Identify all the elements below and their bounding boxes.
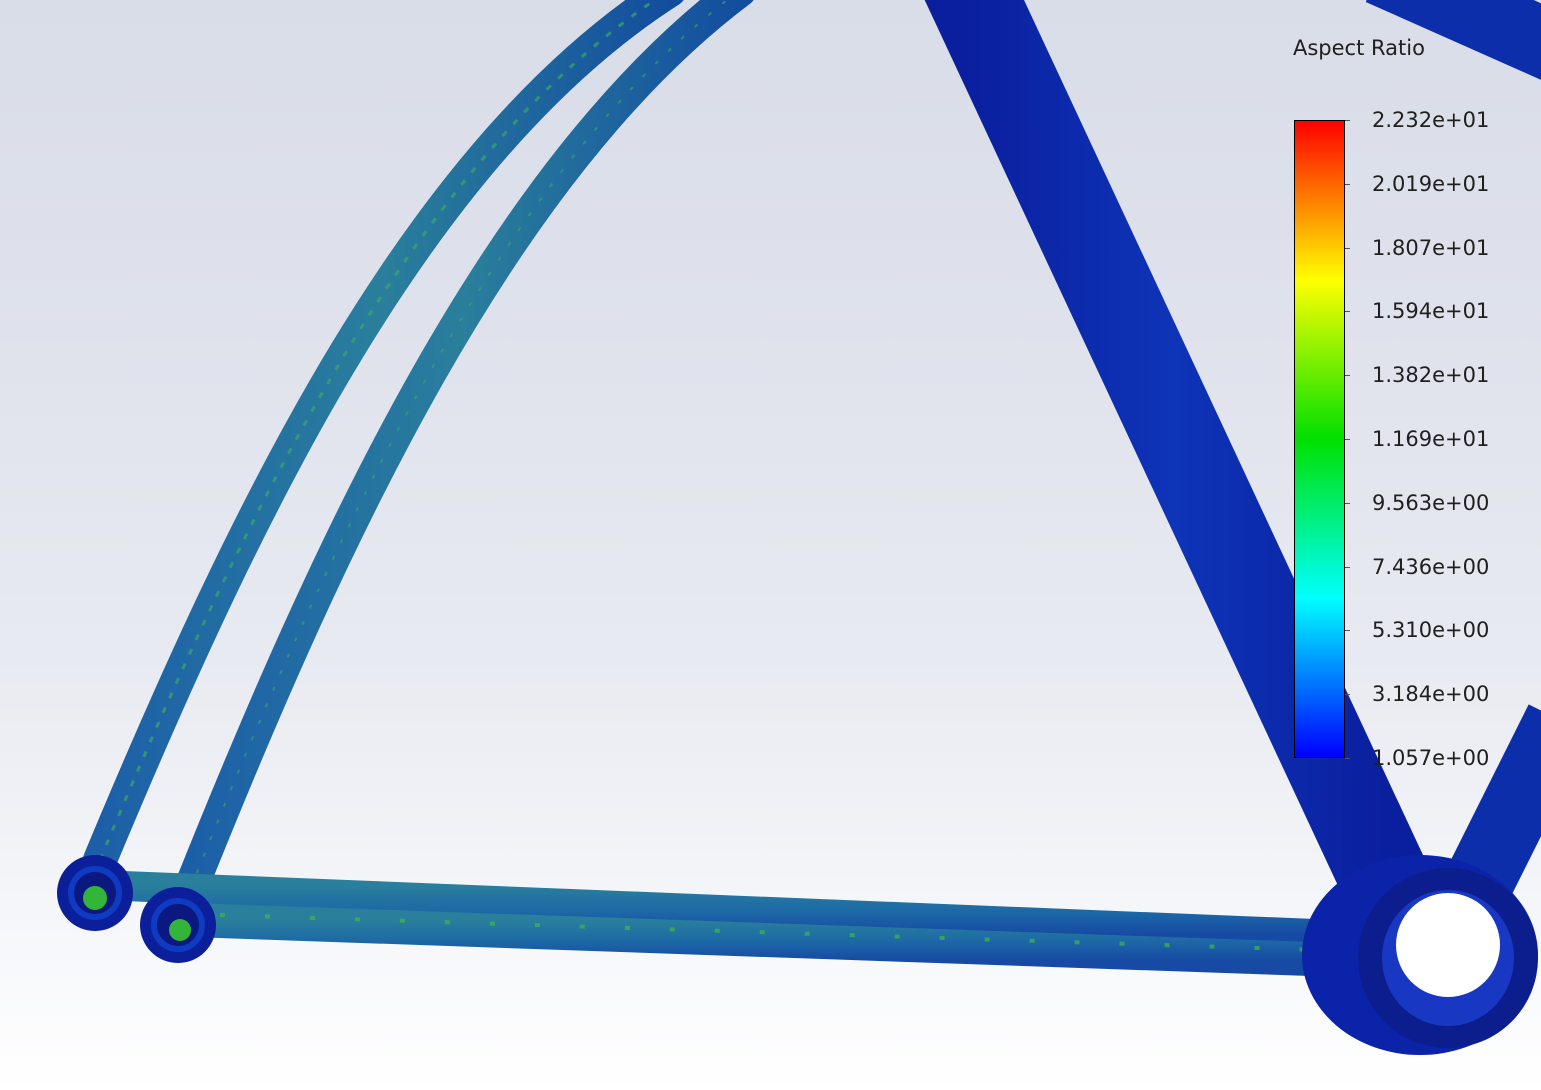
seat-stay-right [173,0,754,907]
dropout-right [140,887,216,963]
legend-tick-label: 2.232e+01 [1372,108,1490,132]
legend-tick-mark [1345,120,1350,121]
legend-tick-mark [1345,439,1350,440]
bottom-bracket-shell [1302,855,1538,1055]
legend-tick-label: 2.019e+01 [1372,171,1490,196]
chain-stay-upper [99,870,1341,950]
legend-tick-label: 1.382e+01 [1372,363,1490,388]
legend-tick-label: 1.807e+01 [1372,235,1490,260]
legend-tick-mark [1345,247,1350,249]
legend-tick-mark [1345,183,1350,185]
legend-title: Aspect Ratio [1293,36,1425,60]
legend-tick-mark [1345,758,1350,759]
seat-stay-right-mesh [189,0,729,891]
top-tube-fragment [1365,0,1541,80]
aspect-ratio-legend: Aspect Ratio 2.232e+01 2.019e+01 1.807e+01… [1280,30,1520,790]
chain-stay-mesh [219,913,1321,952]
legend-tick-mark [1345,566,1350,568]
legend-tick-label: 1.057e+00 [1372,746,1490,770]
legend-tick-label: 9.563e+00 [1372,490,1490,515]
legend-tick-label: 1.594e+01 [1372,299,1490,324]
legend-tick-label: 7.436e+00 [1372,554,1490,579]
chain-stay-lower [189,903,1341,977]
legend-tick-mark [1345,375,1350,377]
legend-tick-label: 1.169e+01 [1372,427,1490,451]
legend-color-bar [1294,120,1345,758]
legend-tick-mark [1345,694,1350,696]
legend-tick-label: 5.310e+00 [1372,618,1490,643]
seat-stay-left [83,0,684,877]
legend-tick-label: 3.184e+00 [1372,682,1490,707]
down-tube [1438,704,1541,916]
legend-tick-mark [1345,630,1350,632]
dropout-left [57,855,133,931]
legend-tick-mark [1345,502,1350,504]
legend-tick-mark [1345,311,1350,313]
